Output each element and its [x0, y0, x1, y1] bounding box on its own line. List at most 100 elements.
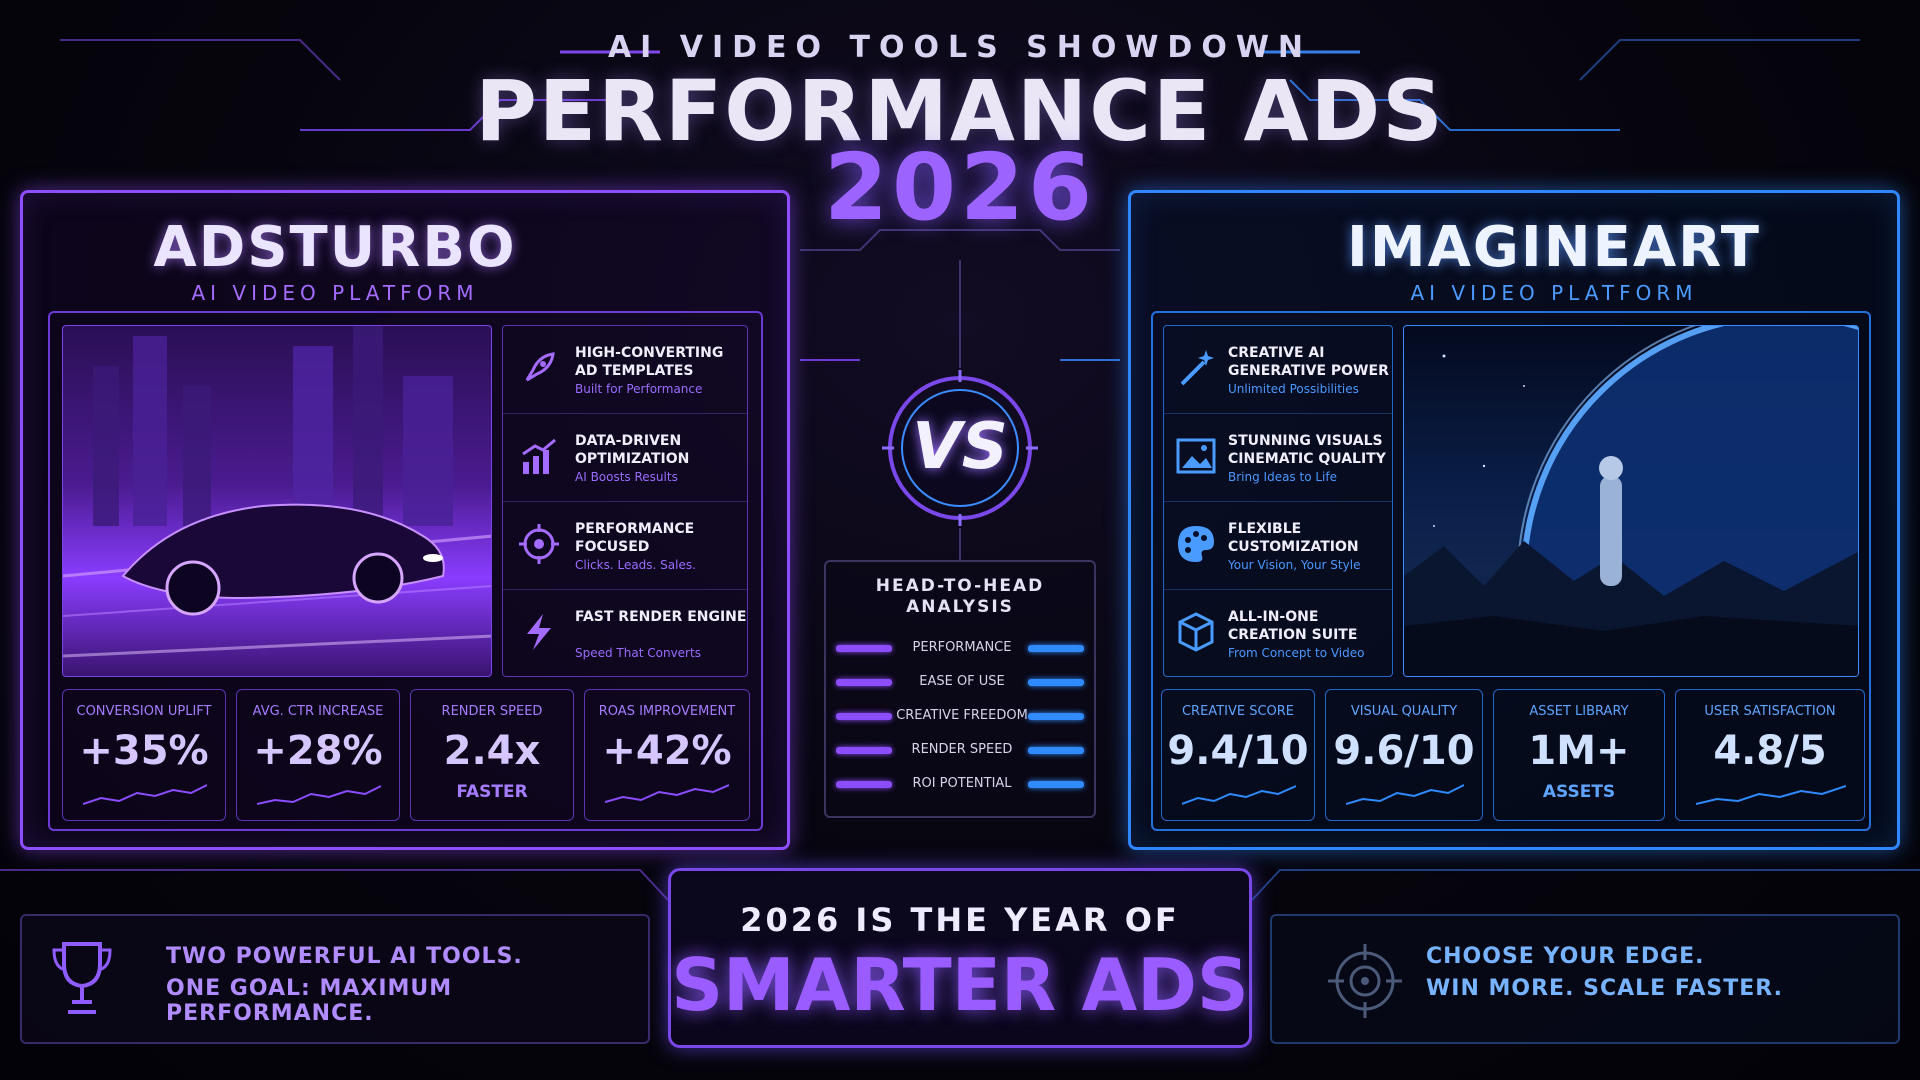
- head-to-head-analysis: HEAD-TO-HEAD ANALYSIS PERFORMANCE EASE O…: [824, 560, 1096, 818]
- bar-chart-icon: [522, 438, 556, 474]
- stat-card: AVG. CTR INCREASE +28%: [236, 689, 400, 821]
- skyscraper: [93, 366, 119, 526]
- stat-value: 4.8/5: [1713, 728, 1827, 774]
- feature-title: DATA-DRIVEN OPTIMIZATION: [575, 433, 690, 467]
- analysis-row: CREATIVE FREEDOM: [826, 706, 1094, 726]
- supertitle: AI VIDEO TOOLS SHOWDOWN: [607, 30, 1313, 65]
- stat-value: 2.4x: [443, 728, 541, 774]
- star: [1482, 464, 1486, 468]
- stat-label: ASSET LIBRARY: [1529, 704, 1629, 719]
- feature-item: ALL-IN-ONE CREATION SUITE From Concept t…: [1164, 590, 1392, 678]
- feature-item: CREATIVE AI GENERATIVE POWER Unlimited P…: [1164, 326, 1392, 414]
- sports-car-hero-image: [62, 325, 492, 677]
- feature-subtitle: AI Boosts Results: [575, 470, 678, 484]
- astronaut-planet-illustration: [1404, 326, 1858, 676]
- imagineart-brand-name: IMAGINEART: [1347, 215, 1761, 280]
- stat-card: RENDER SPEED 2.4x FASTER: [410, 689, 574, 821]
- astronaut-planet-hero-image: [1403, 325, 1859, 677]
- stat-label: RENDER SPEED: [441, 704, 543, 719]
- feature-item: STUNNING VISUALS CINEMATIC QUALITY Bring…: [1164, 414, 1392, 502]
- stat-value: 1M+: [1528, 728, 1630, 774]
- lightning-icon: [527, 614, 551, 650]
- footer-left-line: ONE GOAL: MAXIMUM PERFORMANCE.: [166, 976, 453, 1026]
- light-streak: [63, 634, 491, 658]
- imagineart-bar: [1028, 781, 1084, 788]
- imagineart-bar: [1028, 747, 1084, 754]
- skyscraper: [183, 386, 211, 526]
- car-wheel: [165, 560, 221, 616]
- header-frame-line: [1579, 39, 1860, 81]
- footer-right-box: CHOOSE YOUR EDGE. WIN MORE. SCALE FASTER…: [1270, 914, 1900, 1044]
- stat-value: +42%: [602, 728, 732, 774]
- imagineart-bar: [1028, 713, 1084, 720]
- feature-item: FAST RENDER ENGINE Speed That Converts: [503, 590, 747, 678]
- footer-frame-line: [0, 869, 669, 901]
- feature-subtitle: Clicks. Leads. Sales.: [575, 558, 696, 572]
- analysis-title-line: ANALYSIS: [906, 597, 1014, 617]
- feature-subtitle: Your Vision, Your Style: [1228, 558, 1361, 572]
- stat-card: ASSET LIBRARY 1M+ ASSETS: [1493, 689, 1665, 821]
- stat-subtext: FASTER: [456, 782, 528, 802]
- trophy-icon: [52, 942, 112, 1014]
- adsturbo-bar: [836, 645, 892, 652]
- feature-item: DATA-DRIVEN OPTIMIZATION AI Boosts Resul…: [503, 414, 747, 502]
- stat-label: ROAS IMPROVEMENT: [598, 704, 736, 719]
- sparkline: [1182, 785, 1296, 805]
- feature-title: FLEXIBLE CUSTOMIZATION: [1228, 521, 1359, 555]
- stat-card: USER SATISFACTION 4.8/5: [1675, 689, 1865, 821]
- sparkline: [257, 785, 381, 805]
- image-icon: [1176, 438, 1216, 474]
- imagineart-tagline: AI VIDEO PLATFORM: [1410, 281, 1698, 305]
- stat-subtext: ASSETS: [1542, 782, 1616, 802]
- skyscraper: [293, 346, 333, 526]
- cube-icon: [1178, 612, 1214, 652]
- rocket-icon: [525, 352, 555, 382]
- stat-card: CREATIVE SCORE 9.4/10: [1161, 689, 1315, 821]
- stat-label: VISUAL QUALITY: [1350, 704, 1458, 719]
- analysis-row-label: ROI POTENTIAL: [912, 776, 1012, 791]
- stat-card: VISUAL QUALITY 9.6/10: [1325, 689, 1483, 821]
- analysis-row-label: EASE OF USE: [919, 674, 1005, 689]
- astronaut-figure: [1600, 476, 1622, 586]
- imagineart-panel: IMAGINEART AI VIDEO PLATFORM CREATIVE AI…: [1128, 190, 1900, 850]
- feature-title: ALL-IN-ONE CREATION SUITE: [1228, 609, 1358, 643]
- stat-value: +35%: [79, 728, 209, 774]
- stat-card: ROAS IMPROVEMENT +42%: [584, 689, 750, 821]
- star: [1442, 354, 1446, 358]
- stat-value: 9.4/10: [1167, 728, 1309, 774]
- footer-left-line: TWO POWERFUL AI TOOLS.: [166, 944, 523, 969]
- stat-value: +28%: [253, 728, 383, 774]
- stat-label: AVG. CTR INCREASE: [252, 704, 384, 719]
- car-wheel: [352, 552, 404, 604]
- skyscraper: [353, 326, 383, 526]
- analysis-row-label: PERFORMANCE: [912, 640, 1012, 655]
- adsturbo-bar: [836, 747, 892, 754]
- feature-title: STUNNING VISUALS CINEMATIC QUALITY: [1228, 433, 1386, 467]
- crosshair-icon: [1328, 944, 1402, 1018]
- adsturbo-brand-name: ADSTURBO: [153, 215, 517, 280]
- feature-title: CREATIVE AI GENERATIVE POWER: [1228, 345, 1389, 379]
- center-frame-line: [800, 229, 1120, 251]
- light-streak: [63, 585, 491, 617]
- feature-subtitle: Speed That Converts: [575, 646, 701, 660]
- feature-item: FLEXIBLE CUSTOMIZATION Your Vision, Your…: [1164, 502, 1392, 590]
- star: [1523, 385, 1525, 387]
- footer-right-line: CHOOSE YOUR EDGE.: [1426, 944, 1705, 969]
- footer-right-line: WIN MORE. SCALE FASTER.: [1426, 976, 1783, 1001]
- feature-title: HIGH-CONVERTING AD TEMPLATES: [575, 345, 724, 379]
- sports-car-illustration: [63, 326, 491, 658]
- vs-label: VS: [912, 410, 1008, 484]
- analysis-row: PERFORMANCE: [826, 638, 1094, 658]
- analysis-row: RENDER SPEED: [826, 740, 1094, 760]
- header-frame-line: [60, 39, 341, 81]
- imagineart-content-frame: CREATIVE AI GENERATIVE POWER Unlimited P…: [1151, 311, 1871, 831]
- header-frame-line: [300, 79, 631, 131]
- analysis-row: ROI POTENTIAL: [826, 774, 1094, 794]
- imagineart-bar: [1028, 645, 1084, 652]
- target-icon: [519, 524, 559, 564]
- sparkline: [1346, 784, 1464, 805]
- sparkline: [605, 784, 729, 803]
- analysis-row: EASE OF USE: [826, 672, 1094, 692]
